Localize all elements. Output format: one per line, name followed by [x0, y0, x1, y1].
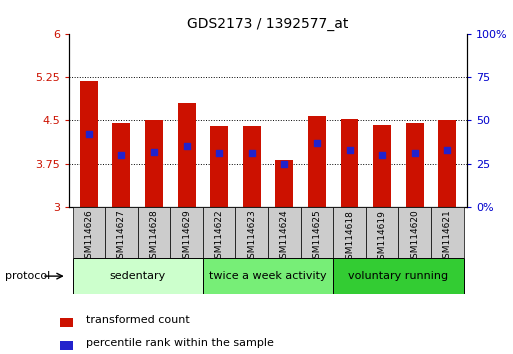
Point [378, 152, 386, 158]
Bar [275, 160, 293, 207]
Bar [60, 341, 73, 350]
Text: voluntary running: voluntary running [348, 271, 448, 281]
Bar [308, 116, 326, 207]
Text: GSM114623: GSM114623 [247, 210, 256, 264]
Bar [72, 258, 203, 294]
Point [345, 147, 353, 153]
Bar [333, 207, 366, 258]
Point [248, 150, 256, 156]
Text: GSM114629: GSM114629 [182, 210, 191, 264]
Text: GSM114626: GSM114626 [84, 210, 93, 264]
Text: GSM114622: GSM114622 [214, 210, 224, 264]
Text: GSM114625: GSM114625 [312, 210, 322, 264]
Point [117, 152, 126, 158]
Bar [80, 81, 98, 207]
Bar [72, 207, 105, 258]
Text: GSM114621: GSM114621 [443, 210, 452, 264]
Bar [203, 207, 235, 258]
Bar [406, 123, 424, 207]
Bar [438, 120, 456, 207]
Bar [431, 207, 464, 258]
Bar [170, 207, 203, 258]
Bar [268, 207, 301, 258]
Point [150, 149, 158, 154]
Point [280, 161, 288, 167]
Text: GSM114618: GSM114618 [345, 210, 354, 264]
Bar [137, 207, 170, 258]
Bar [177, 103, 195, 207]
Bar [203, 258, 333, 294]
Bar [210, 126, 228, 207]
Text: protocol: protocol [5, 271, 50, 281]
Text: sedentary: sedentary [110, 271, 166, 281]
Text: transformed count: transformed count [86, 315, 190, 325]
Text: GSM114628: GSM114628 [149, 210, 159, 264]
Text: percentile rank within the sample: percentile rank within the sample [86, 338, 274, 348]
Point [313, 140, 321, 146]
Text: GSM114620: GSM114620 [410, 210, 419, 264]
Text: GSM114619: GSM114619 [378, 210, 387, 264]
Bar [366, 207, 399, 258]
Bar [301, 207, 333, 258]
Bar [145, 120, 163, 207]
Bar [105, 207, 137, 258]
Point [183, 144, 191, 149]
Text: twice a week activity: twice a week activity [209, 271, 327, 281]
Bar [235, 207, 268, 258]
Point [410, 150, 419, 156]
Point [443, 147, 451, 153]
Bar [60, 318, 73, 327]
Bar [341, 119, 359, 207]
Text: GSM114627: GSM114627 [117, 210, 126, 264]
Point [215, 150, 223, 156]
Bar [373, 125, 391, 207]
Point [85, 131, 93, 137]
Bar [333, 258, 464, 294]
Title: GDS2173 / 1392577_at: GDS2173 / 1392577_at [187, 17, 349, 31]
Text: GSM114624: GSM114624 [280, 210, 289, 264]
Bar [399, 207, 431, 258]
Bar [243, 126, 261, 207]
Bar [112, 123, 130, 207]
